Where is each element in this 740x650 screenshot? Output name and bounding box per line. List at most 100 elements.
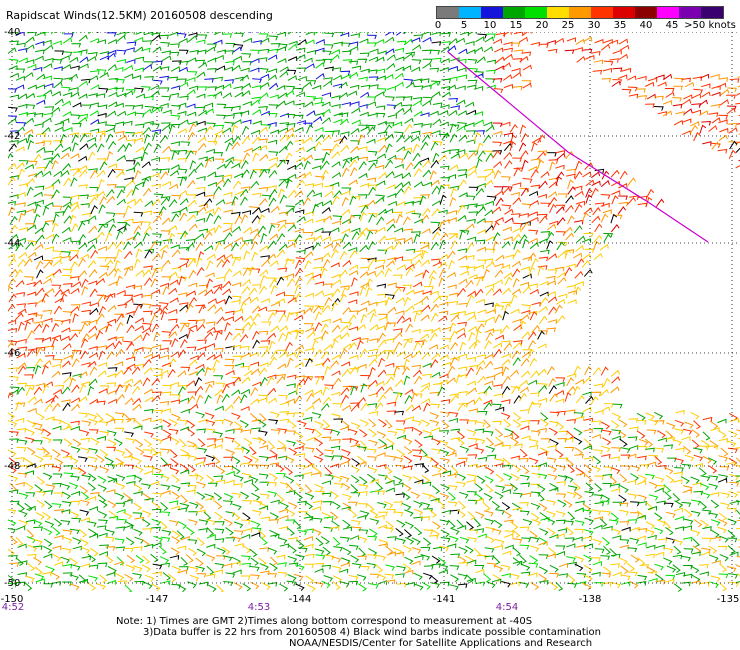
wind-barb [117,580,128,585]
wind-barb [475,581,485,587]
wind-barb [320,267,328,277]
wind-barb [232,55,243,62]
wind-barb [682,118,692,124]
wind-barb [690,529,701,537]
wind-barb [611,435,621,441]
wind-barb [368,392,378,398]
wind-barb [187,484,197,490]
wind-barb [702,416,713,422]
wind-barb [675,447,685,453]
wind-barb [231,536,242,543]
wind-barb [402,491,411,501]
wind-barb [8,176,16,186]
wind-barb [250,240,259,251]
wind-barb [152,418,162,424]
wind-barb [261,321,272,326]
wind-barb [358,503,369,508]
wind-barb [504,160,513,169]
wind-barb [395,213,403,224]
wind-barb [107,430,117,437]
wind-barb [582,391,592,397]
wind-barb [18,57,28,63]
wind-barb [113,461,124,467]
wind-barb [528,190,539,197]
wind-barb [143,388,154,395]
wind-barb [405,323,414,333]
wind-barb [305,237,316,242]
wind-barb [97,121,107,126]
wind-barb [285,475,295,484]
wind-barb [720,447,729,457]
wind-barb [468,529,479,534]
wind-barb [682,488,692,494]
wind-barb [459,419,470,424]
lon-label-150: -150 [0,594,24,605]
wind-barb [197,127,207,133]
wind-barb [88,225,98,234]
wind-barb [484,200,494,206]
wind-barb [98,179,105,189]
wind-barb [501,176,511,181]
wind-barb [358,161,367,170]
wind-barb [18,93,28,100]
wind-barb [420,194,430,199]
wind-barb [690,565,700,574]
wind-barb [332,74,343,81]
wind-barb [376,452,386,457]
wind-barb [312,165,322,170]
wind-barb [303,515,314,521]
wind-barb [321,101,331,107]
wind-barb [431,129,441,135]
wind-barb [52,259,62,267]
wind-barb [710,499,720,509]
wind-barb [304,447,315,453]
wind-barb [422,49,432,55]
wind-barb [530,420,540,425]
wind-barb [159,302,169,308]
wind-barb [77,467,87,476]
wind-barb [403,150,412,160]
wind-barb [736,141,740,145]
wind-barb [385,487,395,493]
wind-barb [99,131,107,142]
wind-barb [267,387,277,396]
wind-barb [468,274,478,279]
wind-barb [440,484,450,492]
wind-barb [170,123,181,129]
wind-barb [440,529,450,538]
wind-barb [241,446,251,455]
wind-barb [350,167,358,177]
wind-barb [367,466,378,474]
wind-barb [171,249,181,258]
wind-barb [150,107,160,114]
wind-barb [171,474,180,483]
wind-barb [611,80,621,87]
wind-barb [401,502,412,511]
wind-barb [422,131,432,137]
wind-barb [630,473,640,481]
wind-barb [465,545,474,554]
wind-barb [512,222,523,228]
wind-barb [143,470,154,475]
wind-barb [549,411,560,417]
wind-barb [204,289,214,297]
wind-barb [143,310,153,316]
wind-barb [610,467,621,475]
wind-barb [395,187,404,196]
wind-barb [395,237,406,243]
wind-barb [179,339,188,349]
wind-barb [196,548,206,557]
wind-barb [36,73,46,81]
wind-barb [735,164,740,169]
wind-barb [450,527,460,535]
wind-barb [440,457,450,464]
wind-barb [546,510,556,518]
wind-barb [566,385,576,395]
wind-barb [126,111,136,117]
wind-barb [99,430,110,437]
wind-barb [179,502,190,510]
wind-barb [243,479,253,484]
wind-barb [403,78,414,84]
wind-barb [295,257,306,263]
wind-barb [520,419,530,425]
